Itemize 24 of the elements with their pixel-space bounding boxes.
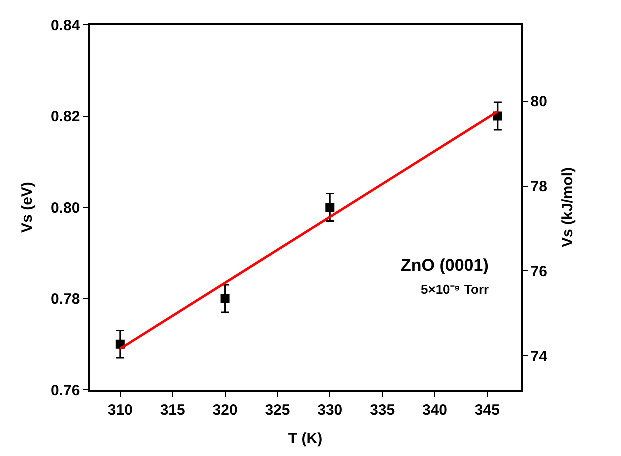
point xyxy=(220,294,230,304)
x-tick-label: 340 xyxy=(422,402,448,419)
y2-tick-label: 78 xyxy=(530,178,548,196)
y-tick-label: 0.80 xyxy=(51,200,80,217)
x-tick-label: 330 xyxy=(318,402,343,419)
y2-axis-title: Vs (kJ/mol) xyxy=(560,167,577,248)
x-tick-label: 310 xyxy=(108,402,133,419)
y-tick-label: 0.78 xyxy=(51,291,80,308)
y-tick-label: 0.76 xyxy=(51,382,80,400)
y2-tick-label: 80 xyxy=(530,94,548,111)
x-tick-label: 325 xyxy=(265,402,290,419)
y2-tick-label: 74 xyxy=(530,348,548,366)
x-tick-label: 345 xyxy=(474,402,500,419)
x-axis-title: T (K) xyxy=(288,430,323,448)
point xyxy=(326,203,335,212)
x-tick-label: 315 xyxy=(160,402,186,419)
annotation: 5×10⁻⁹ Torr xyxy=(421,282,490,297)
annotation: ZnO (0001) xyxy=(401,256,489,275)
y2-tick-label: 76 xyxy=(530,263,548,280)
y-tick-label: 0.82 xyxy=(51,108,80,126)
y-tick-label: 0.84 xyxy=(51,17,81,34)
y-axis-title: Vs (eV) xyxy=(18,182,36,233)
x-tick-label: 335 xyxy=(370,402,396,419)
x-tick-label: 320 xyxy=(212,402,238,419)
